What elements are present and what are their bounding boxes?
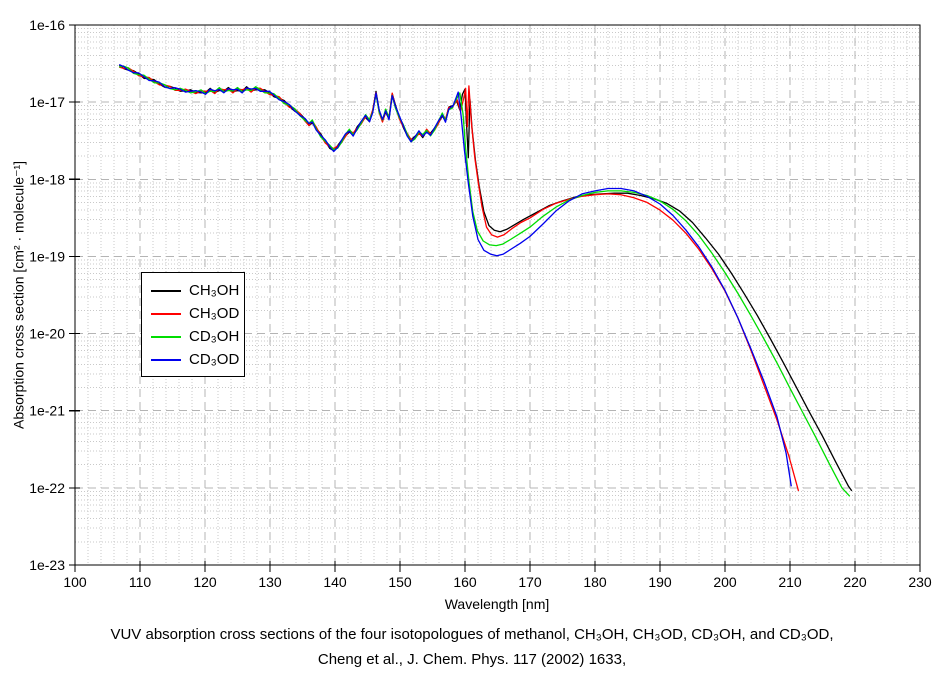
svg-text:190: 190 — [648, 574, 672, 590]
legend-line-swatch — [151, 312, 181, 315]
legend-line-swatch — [151, 335, 181, 338]
caption-line-2: Cheng et al., J. Chem. Phys. 117 (2002) … — [317, 651, 627, 668]
svg-text:1e-22: 1e-22 — [29, 480, 65, 496]
svg-text:110: 110 — [129, 574, 152, 590]
legend-label: CD₃OH — [189, 328, 240, 345]
legend: CH₃OH CH₃OD CD₃OH CD₃OD — [141, 272, 245, 377]
svg-text:220: 220 — [843, 574, 867, 590]
svg-text:1e-19: 1e-19 — [29, 248, 65, 264]
svg-text:1e-16: 1e-16 — [29, 17, 65, 33]
legend-label: CH₃OD — [189, 305, 240, 322]
legend-label: CH₃OH — [189, 282, 240, 299]
svg-text:210: 210 — [778, 574, 802, 590]
svg-text:1e-21: 1e-21 — [29, 403, 65, 419]
svg-text:1e-17: 1e-17 — [29, 94, 65, 110]
legend-line-swatch — [151, 289, 181, 292]
legend-item: CD₃OH — [142, 325, 244, 348]
caption: VUV absorption cross sections of the fou… — [0, 622, 944, 672]
svg-text:1e-20: 1e-20 — [29, 326, 65, 342]
x-axis-label: Wavelength [nm] — [444, 596, 550, 612]
svg-text:180: 180 — [583, 574, 607, 590]
svg-text:100: 100 — [63, 574, 87, 590]
svg-text:120: 120 — [193, 574, 217, 590]
svg-text:200: 200 — [713, 574, 737, 590]
svg-text:1e-23: 1e-23 — [29, 557, 65, 573]
svg-text:230: 230 — [908, 574, 932, 590]
y-axis-label: Absorption cross section [cm² · molecule… — [10, 160, 27, 430]
caption-line-1: VUV absorption cross sections of the fou… — [110, 626, 834, 643]
legend-item: CD₃OD — [142, 348, 244, 371]
legend-item: CH₃OH — [142, 279, 244, 302]
legend-line-swatch — [151, 358, 181, 361]
svg-text:130: 130 — [258, 574, 282, 590]
svg-text:160: 160 — [453, 574, 477, 590]
svg-text:150: 150 — [388, 574, 412, 590]
legend-label: CD₃OD — [189, 351, 240, 368]
legend-item: CH₃OD — [142, 302, 244, 325]
svg-text:1e-18: 1e-18 — [29, 171, 65, 187]
svg-text:170: 170 — [518, 574, 542, 590]
plot-canvas: 100 110 120 130 140 150 160 170 180 190 200 210 220 2… — [29, 17, 932, 590]
svg-text:140: 140 — [323, 574, 347, 590]
